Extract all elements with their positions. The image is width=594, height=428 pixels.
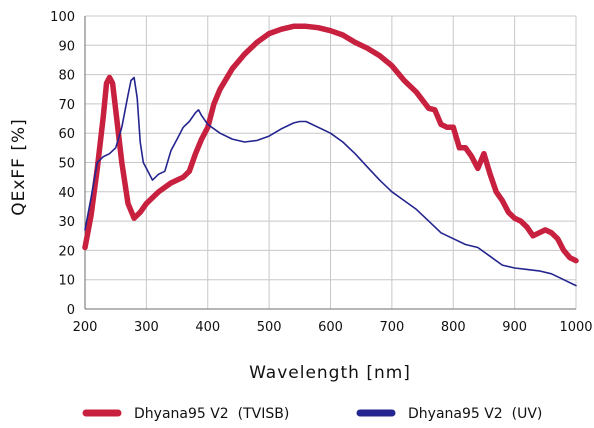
x-tick-label: 700 [379,320,404,335]
series-line-uv [84,76,577,287]
x-axis-title: Wavelength [nm] [249,363,411,383]
legend-label: Dhyana95 V2 (UV) [408,406,542,422]
series-line-tvisb [82,23,579,264]
axes [84,16,576,310]
x-tick-label: 400 [195,320,220,335]
y-tick-label: 30 [58,215,75,230]
x-tick-label: 900 [502,320,527,335]
y-tick-label: 80 [58,69,75,84]
series [82,23,579,287]
x-tick-label: 300 [134,320,159,335]
y-tick-label: 0 [67,303,75,318]
tick-labels: 0 10 20 30 40 50 60 70 80 90 100 200 300 400 500 600 700… [50,10,592,335]
x-tick-label: 500 [257,320,282,335]
y-tick-label: 70 [58,98,75,113]
y-tick-label: 60 [58,127,75,142]
legend-label: Dhyana95 V2 (TVISB) [134,406,289,422]
y-tick-label: 50 [58,157,75,172]
y-tick-label: 10 [58,274,75,289]
x-tick-label: 1000 [559,320,592,335]
y-tick-label: 20 [58,244,75,259]
y-tick-label: 90 [58,39,75,54]
x-tick-label: 200 [73,320,98,335]
x-tick-label: 600 [318,320,343,335]
y-tick-label: 100 [50,10,75,25]
y-axis-title: QExFF [%] [9,118,29,216]
y-tick-label: 40 [58,186,75,201]
x-tick-label: 800 [441,320,466,335]
legend: Dhyana95 V2 (TVISB) Dhyana95 V2 (UV) [82,406,542,422]
